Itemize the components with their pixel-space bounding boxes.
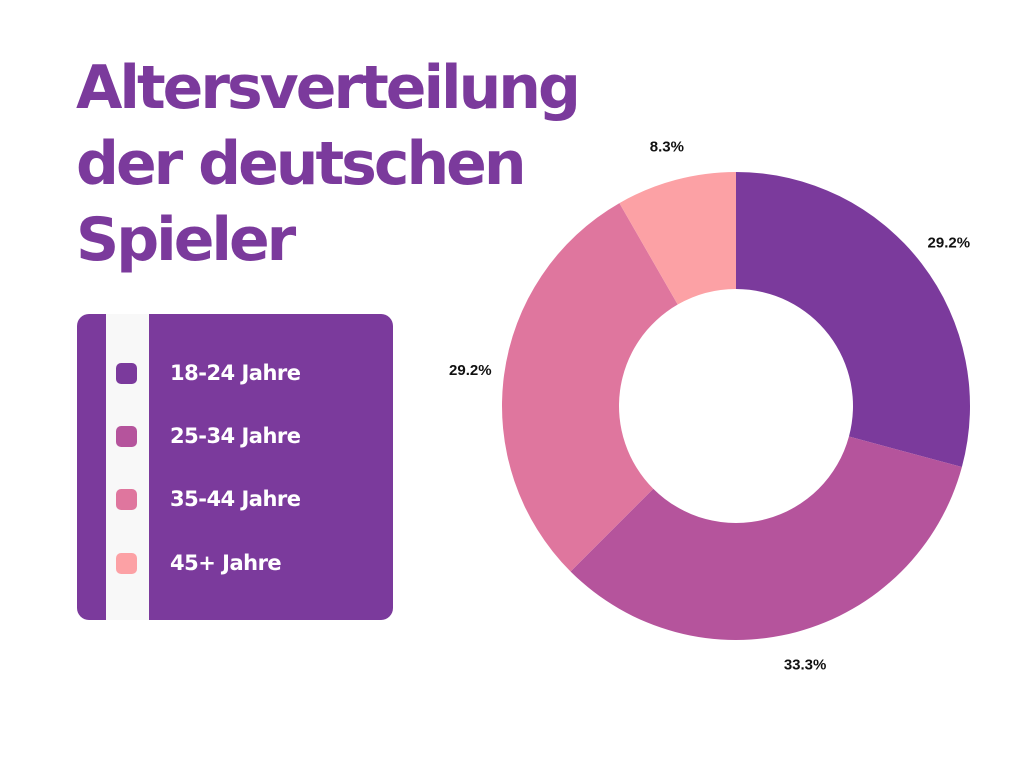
- slice-25-34-jahre: [570, 436, 962, 641]
- slice-35-44-jahre: [501, 203, 678, 572]
- legend-label-45-plus: 45+ Jahre: [170, 551, 282, 575]
- legend-label-35-44: 35-44 Jahre: [170, 487, 301, 511]
- legend-item-35-44: 35-44 Jahre: [77, 485, 393, 513]
- data-label-25-34-jahre: 33.3%: [784, 656, 827, 673]
- legend-label-25-34: 25-34 Jahre: [170, 424, 301, 448]
- data-label-45-plus-jahre: 8.3%: [650, 139, 684, 156]
- legend-item-45-plus: 45+ Jahre: [77, 549, 393, 577]
- legend-swatch-18-24: [116, 363, 137, 384]
- title-line-1: Altersverteilung: [76, 53, 581, 123]
- legend-swatch-35-44: [116, 489, 137, 510]
- title-line-2: der deutschen: [76, 129, 527, 199]
- legend-label-18-24: 18-24 Jahre: [170, 361, 301, 385]
- data-label-18-24-jahre: 29.2%: [928, 235, 971, 252]
- data-label-35-44-jahre: 29.2%: [449, 362, 492, 379]
- legend-item-18-24: 18-24 Jahre: [77, 359, 393, 387]
- slice-18-24-jahre: [736, 172, 970, 468]
- slice-45-plus-jahre: [619, 172, 736, 305]
- legend-item-25-34: 25-34 Jahre: [77, 422, 393, 450]
- legend: 18-24 Jahre 25-34 Jahre 35-44 Jahre 45+ …: [77, 314, 393, 620]
- legend-swatch-25-34: [116, 426, 137, 447]
- chart-title: Altersverteilung der deutschen Spieler: [76, 50, 636, 278]
- legend-swatch-45-plus: [116, 553, 137, 574]
- title-line-3: Spieler: [76, 205, 296, 275]
